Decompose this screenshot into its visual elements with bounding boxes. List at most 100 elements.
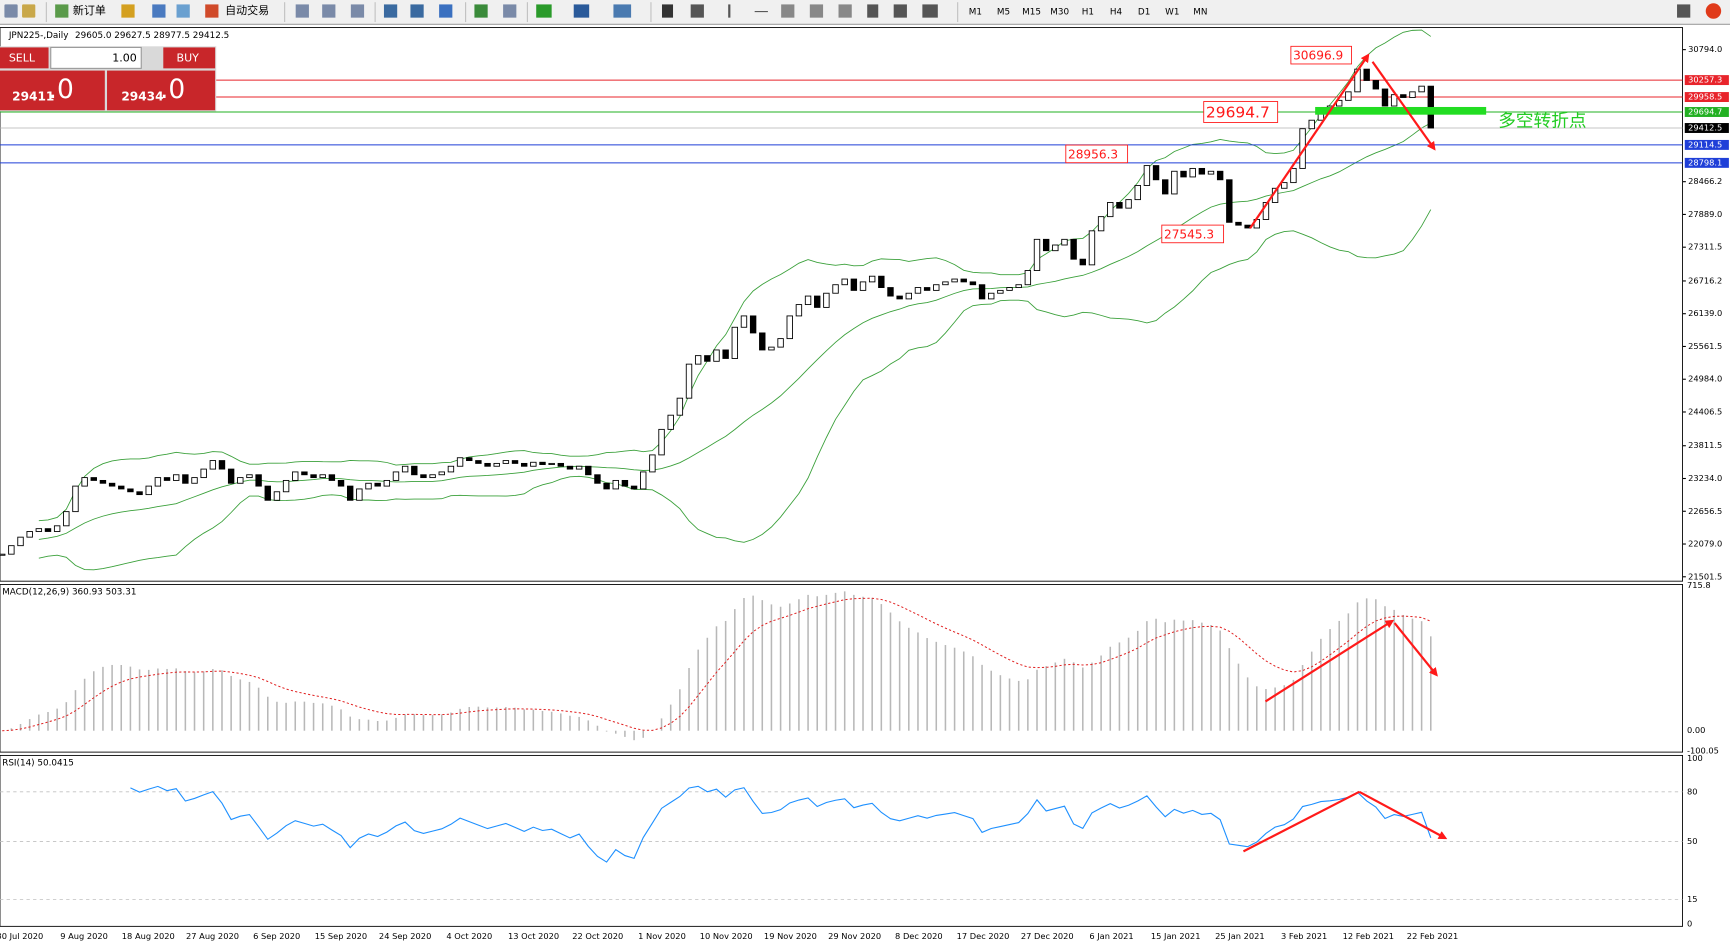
candle xyxy=(933,284,940,291)
lot-size[interactable]: 1.00 xyxy=(112,51,137,64)
sell-button[interactable] xyxy=(0,47,49,69)
macd-arrow xyxy=(1264,619,1395,703)
candle xyxy=(209,460,217,470)
timeframe-button: MN xyxy=(1193,8,1207,18)
price-annotation: 29694.7 xyxy=(1206,104,1270,122)
candle xyxy=(35,528,43,532)
level-label: 28798.1 xyxy=(1688,157,1722,167)
candle xyxy=(218,460,226,470)
candle xyxy=(804,295,812,306)
candle xyxy=(292,471,299,481)
candle xyxy=(264,485,271,501)
macd-tick-label: 715.8 xyxy=(1687,580,1711,590)
candle xyxy=(850,278,858,291)
candle xyxy=(978,284,986,300)
timeframe-button: W1 xyxy=(1165,8,1179,18)
rsi-label: RSI(14) 50.0415 xyxy=(2,759,74,769)
candle xyxy=(1042,238,1050,252)
new-order-button[interactable]: 新订单 xyxy=(73,3,106,17)
candle xyxy=(997,289,1004,294)
timeframe-button: H1 xyxy=(1082,8,1094,18)
rsi-panel xyxy=(0,754,1683,927)
sell-price-fraction[interactable]: .0 xyxy=(49,74,74,105)
rsi-tick-label: 0 xyxy=(1687,919,1692,929)
rsi-tick-label: 15 xyxy=(1687,894,1698,904)
pivot-zone xyxy=(1315,106,1487,115)
trend-arrow xyxy=(1249,53,1370,229)
candle xyxy=(72,485,79,513)
price-annotation: 30696.9 xyxy=(1293,49,1343,63)
candle xyxy=(475,460,482,464)
candle xyxy=(1308,119,1315,130)
candle xyxy=(1061,238,1068,246)
x-tick-label: 13 Oct 2020 xyxy=(508,931,559,941)
candle xyxy=(749,315,757,334)
candle xyxy=(466,457,473,462)
candle xyxy=(923,287,931,291)
auto-trade-button[interactable]: 自动交易 xyxy=(225,3,269,17)
candle xyxy=(319,474,326,479)
y-tick-label: 30794.0 xyxy=(1688,44,1722,54)
buy-button[interactable] xyxy=(163,47,216,69)
candle xyxy=(667,414,674,430)
toolbar xyxy=(0,0,1730,25)
candle xyxy=(777,338,784,348)
candle xyxy=(200,468,207,479)
buy-price-fraction[interactable]: .0 xyxy=(160,74,185,105)
candle xyxy=(17,536,24,547)
candle xyxy=(356,488,363,501)
candle xyxy=(227,468,235,484)
sell-text[interactable]: SELL xyxy=(9,51,36,64)
candle xyxy=(1097,216,1105,232)
sell-price-box[interactable] xyxy=(0,70,105,111)
candle xyxy=(868,275,876,283)
level-tag xyxy=(1684,157,1729,168)
candle xyxy=(1033,238,1041,271)
candle xyxy=(768,346,775,351)
candle xyxy=(1198,167,1206,175)
x-tick-label: 27 Aug 2020 xyxy=(186,931,239,941)
toolbar-separators xyxy=(45,2,959,23)
buy-price-box[interactable] xyxy=(107,70,216,111)
macd-panel xyxy=(0,584,1683,753)
level-tag xyxy=(1684,75,1729,86)
level-label: 29114.5 xyxy=(1688,139,1722,149)
candle xyxy=(914,287,922,294)
candle xyxy=(1143,165,1151,186)
candle xyxy=(81,477,88,487)
candle xyxy=(145,485,152,496)
candle xyxy=(401,465,409,473)
candle xyxy=(1409,91,1416,98)
candle xyxy=(759,332,766,351)
rsi-tick-label: 80 xyxy=(1687,786,1698,796)
y-tick-label: 23811.5 xyxy=(1688,440,1722,450)
lot-input[interactable] xyxy=(50,46,142,69)
candle xyxy=(685,363,693,399)
level-label: 29958.5 xyxy=(1688,92,1722,102)
level-label: 29694.7 xyxy=(1688,106,1722,116)
candle xyxy=(429,474,436,479)
candle xyxy=(713,349,720,362)
candle xyxy=(182,474,189,484)
ohlc-header: 29605.0 29627.5 28977.5 29412.5 xyxy=(75,31,229,41)
y-tick-label: 27311.5 xyxy=(1688,242,1722,252)
sell-price[interactable]: 29411 xyxy=(12,90,54,104)
bollinger-band xyxy=(38,29,1432,522)
buy-text[interactable]: BUY xyxy=(177,51,200,64)
level-tag xyxy=(1684,139,1729,150)
candle xyxy=(411,465,418,476)
buy-price[interactable]: 29434 xyxy=(121,90,163,104)
x-tick-label: 9 Aug 2020 xyxy=(60,931,108,941)
candle xyxy=(612,479,619,490)
x-tick-label: 25 Jan 2021 xyxy=(1215,931,1265,941)
candle xyxy=(1070,238,1077,260)
candle xyxy=(969,281,977,286)
candle xyxy=(575,465,583,470)
candle xyxy=(694,355,702,365)
candle xyxy=(658,428,665,456)
candle xyxy=(704,355,711,362)
candle xyxy=(1079,258,1086,266)
x-tick-label: 12 Feb 2021 xyxy=(1343,931,1394,941)
rsi-arrow xyxy=(1358,790,1448,840)
